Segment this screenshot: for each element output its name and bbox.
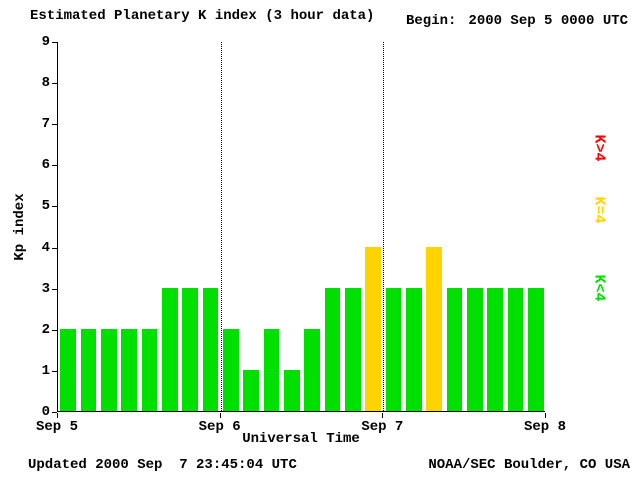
chart-title: Estimated Planetary K index (3 hour data… [30, 8, 375, 24]
x-axis-tick-label: Sep 5 [35, 419, 78, 435]
kp-bar [487, 287, 504, 411]
y-axis-tick-label: 8 [41, 75, 50, 92]
kp-bar [405, 287, 422, 411]
kp-bar [263, 328, 280, 411]
kp-bar [507, 287, 524, 411]
legend-item: K=4 [590, 196, 608, 224]
y-axis-tick-label: 9 [41, 34, 50, 50]
y-axis-tick [52, 247, 57, 249]
y-axis-tick [52, 42, 57, 43]
y-axis-tick-label: 4 [41, 239, 50, 256]
day-boundary-gridline [383, 42, 385, 411]
y-axis-tick [52, 83, 57, 85]
y-axis-tick [52, 165, 57, 167]
kp-bar [121, 328, 138, 411]
x-axis-tick [382, 413, 384, 418]
kp-bar [80, 328, 97, 411]
y-axis-tick [52, 329, 57, 331]
y-axis-tick-label: 1 [41, 362, 50, 379]
y-axis-tick [52, 412, 57, 413]
kp-bar [141, 328, 158, 411]
kp-bar [324, 287, 341, 411]
x-axis-label: Universal Time [242, 431, 360, 447]
y-axis-tick [52, 124, 57, 126]
kp-bar [182, 287, 199, 411]
kp-bar [304, 328, 321, 411]
kp-bar [446, 287, 463, 411]
plot-area [57, 42, 545, 412]
x-axis-tick-label: Sep 6 [198, 419, 241, 435]
x-axis-tick-label: Sep 7 [361, 419, 404, 435]
y-axis-tick [52, 370, 57, 372]
kp-bar [60, 328, 77, 411]
y-axis-tick-label: 0 [41, 404, 50, 420]
x-axis-tick-label: Sep 8 [523, 419, 566, 435]
y-axis-tick-label: 7 [41, 116, 50, 133]
day-boundary-gridline [220, 42, 222, 411]
y-axis-label: Kp index [12, 193, 28, 261]
begin-value: 2000 Sep 5 0000 UTC [468, 13, 629, 29]
kp-bar [527, 287, 544, 411]
x-axis-tick [545, 413, 546, 418]
kp-bar [344, 287, 361, 411]
kp-bar [161, 287, 178, 411]
credit-text: NOAA/SEC Boulder, CO USA [428, 457, 630, 473]
kp-bar [365, 246, 382, 411]
y-axis-tick-label: 6 [41, 157, 50, 174]
y-axis-tick-label: 3 [41, 280, 50, 297]
kp-bar [426, 246, 443, 411]
kp-bar [283, 369, 300, 411]
kp-bar [385, 287, 402, 411]
y-axis-tick [52, 206, 57, 208]
updated-timestamp: Updated 2000 Sep 7 23:45:04 UTC [28, 457, 297, 473]
y-axis-tick-label: 2 [41, 321, 50, 338]
y-axis-tick [52, 288, 57, 290]
begin-label: Begin: [406, 13, 457, 29]
legend-item: K<4 [590, 274, 608, 302]
kp-bar [466, 287, 483, 411]
x-axis-tick [57, 413, 58, 418]
kp-bar [202, 287, 219, 411]
kp-bar [100, 328, 117, 411]
begin-timestamp: Begin: 2000 Sep 5 0000 UTC [406, 13, 628, 29]
kp-bar [243, 369, 260, 411]
kp-bar [222, 328, 239, 411]
x-axis-tick [219, 413, 221, 418]
legend-item: K>4 [590, 134, 608, 162]
y-axis-tick-label: 5 [41, 198, 50, 215]
